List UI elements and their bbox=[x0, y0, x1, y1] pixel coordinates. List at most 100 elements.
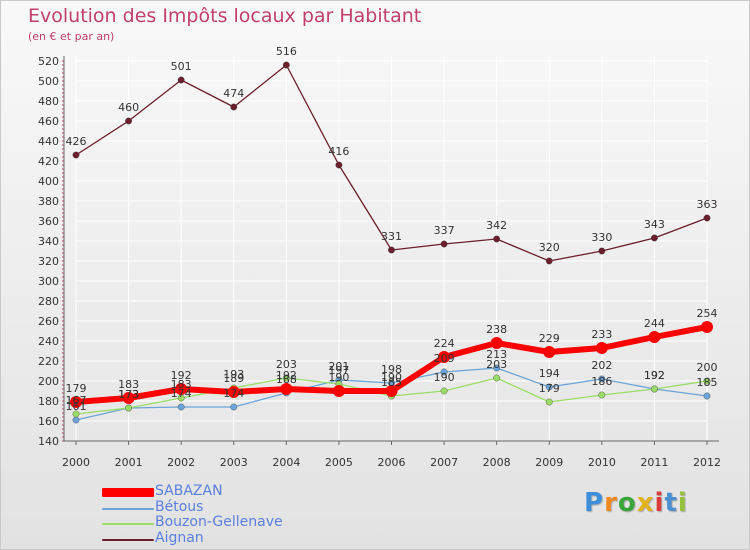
data-label-aignan: 330 bbox=[591, 231, 612, 244]
data-point-aignan bbox=[125, 117, 132, 125]
data-label-bouzon-gellenave: 179 bbox=[539, 382, 560, 395]
y-tick-label: 520 bbox=[38, 55, 59, 68]
data-label-sabazan: 179 bbox=[66, 382, 87, 395]
data-label-bouzon-gellenave: 190 bbox=[434, 371, 455, 384]
y-tick-label: 360 bbox=[38, 215, 59, 228]
data-point-bouzon-gellenave bbox=[125, 404, 132, 412]
data-label-bouzon-gellenave: 203 bbox=[486, 358, 507, 371]
y-tick-label: 240 bbox=[38, 335, 59, 348]
data-point-aignan bbox=[651, 234, 658, 242]
data-point-sabazan bbox=[385, 385, 398, 397]
chart-subtitle: (en € et par an) bbox=[28, 30, 115, 43]
logo-letter: x bbox=[636, 488, 655, 518]
data-label-bouzon-gellenave: 186 bbox=[591, 375, 612, 388]
data-point-sabazan bbox=[227, 386, 240, 398]
y-tick-label: 200 bbox=[38, 375, 59, 388]
x-tick-label: 2002 bbox=[167, 456, 195, 469]
data-point-bouzon-gellenave bbox=[493, 374, 501, 382]
data-point-sabazan bbox=[438, 351, 451, 363]
data-point-bouzon-gellenave bbox=[598, 391, 606, 399]
data-label-sabazan: 229 bbox=[539, 332, 560, 345]
data-point-sabazan bbox=[648, 331, 661, 343]
series bbox=[70, 61, 713, 424]
data-label-sabazan: 183 bbox=[118, 378, 139, 391]
data-label-sabazan: 190 bbox=[381, 371, 402, 384]
data-point-b-tous bbox=[545, 383, 553, 391]
data-point-aignan bbox=[230, 103, 238, 111]
data-point-sabazan bbox=[543, 346, 556, 358]
y-tick-label: 320 bbox=[38, 255, 59, 268]
data-label-sabazan: 189 bbox=[223, 372, 244, 385]
x-tick-label: 2006 bbox=[378, 456, 406, 469]
y-tick-label: 280 bbox=[38, 295, 59, 308]
data-label-b-tous: 202 bbox=[591, 359, 612, 372]
x-tick-label: 2005 bbox=[325, 456, 353, 469]
x-tick-label: 2010 bbox=[588, 456, 616, 469]
data-point-aignan bbox=[335, 161, 343, 169]
x-tick-label: 2008 bbox=[483, 456, 511, 469]
data-label-aignan: 474 bbox=[223, 87, 244, 100]
y-tick-label: 440 bbox=[38, 135, 59, 148]
data-label-bouzon-gellenave: 197 bbox=[328, 364, 349, 377]
data-point-bouzon-gellenave bbox=[72, 410, 80, 418]
data-point-b-tous bbox=[493, 364, 501, 372]
data-labels: 426 460 501 474 516 416 331 337 342 320 330 343 363 1… bbox=[66, 45, 718, 413]
data-point-b-tous bbox=[177, 403, 185, 411]
logo-letter: i bbox=[654, 488, 665, 518]
data-label-aignan: 342 bbox=[486, 219, 507, 232]
y-tick-label: 340 bbox=[38, 235, 59, 248]
x-tick-label: 2009 bbox=[535, 456, 563, 469]
y-tick-label: 220 bbox=[38, 355, 59, 368]
data-label-b-tous: 174 bbox=[171, 387, 192, 400]
data-label-bouzon-gellenave: 203 bbox=[276, 358, 297, 371]
x-tick-label: 2000 bbox=[62, 456, 90, 469]
y-tick-label: 480 bbox=[38, 95, 59, 108]
y-tick-label: 140 bbox=[38, 435, 59, 448]
x-tick-label: 2004 bbox=[272, 456, 300, 469]
y-tick-label: 460 bbox=[38, 115, 59, 128]
data-point-sabazan bbox=[175, 383, 188, 395]
y-tick-label: 420 bbox=[38, 155, 59, 168]
data-point-aignan bbox=[545, 257, 553, 265]
legend-swatch-bouzon-gellenave bbox=[102, 523, 154, 525]
logo-letter: r bbox=[604, 488, 618, 518]
data-label-aignan: 343 bbox=[644, 218, 665, 231]
data-point-bouzon-gellenave bbox=[703, 377, 711, 385]
y-tick-label: 160 bbox=[38, 415, 59, 428]
x-tick-label: 2012 bbox=[693, 456, 721, 469]
data-point-sabazan bbox=[490, 337, 503, 349]
data-point-b-tous bbox=[598, 375, 606, 383]
y-tick-label: 400 bbox=[38, 175, 59, 188]
y-tick-label: 500 bbox=[38, 75, 59, 88]
data-point-b-tous bbox=[230, 403, 238, 411]
data-label-aignan: 363 bbox=[697, 198, 718, 211]
x-tick-label: 2001 bbox=[115, 456, 143, 469]
legend-swatch-sabazan bbox=[102, 488, 154, 497]
data-point-b-tous bbox=[703, 392, 711, 400]
data-point-bouzon-gellenave bbox=[651, 385, 658, 393]
data-label-aignan: 516 bbox=[276, 45, 297, 58]
data-label-b-tous: 201 bbox=[328, 360, 349, 373]
data-point-sabazan bbox=[122, 392, 135, 404]
data-point-aignan bbox=[72, 151, 80, 159]
data-point-aignan bbox=[388, 246, 395, 254]
data-label-aignan: 320 bbox=[539, 241, 560, 254]
data-label-b-tous: 192 bbox=[644, 369, 665, 382]
data-label-aignan: 331 bbox=[381, 230, 402, 243]
data-point-aignan bbox=[703, 214, 711, 222]
legend-swatch-betous bbox=[102, 507, 154, 510]
data-point-aignan bbox=[598, 247, 606, 255]
data-label-sabazan: 224 bbox=[434, 337, 455, 350]
data-point-bouzon-gellenave bbox=[440, 387, 448, 395]
logo-letter: o bbox=[617, 488, 637, 518]
chart-title: Evolution des Impôts locaux par Habitant bbox=[28, 5, 422, 27]
data-point-bouzon-gellenave bbox=[282, 374, 290, 382]
data-label-aignan: 416 bbox=[328, 145, 349, 158]
data-point-sabazan bbox=[595, 342, 608, 354]
data-label-aignan: 426 bbox=[66, 135, 87, 148]
data-label-b-tous: 173 bbox=[118, 388, 139, 401]
data-point-sabazan bbox=[70, 396, 82, 408]
legend-label-sabazan: SABAZAN bbox=[155, 483, 223, 499]
